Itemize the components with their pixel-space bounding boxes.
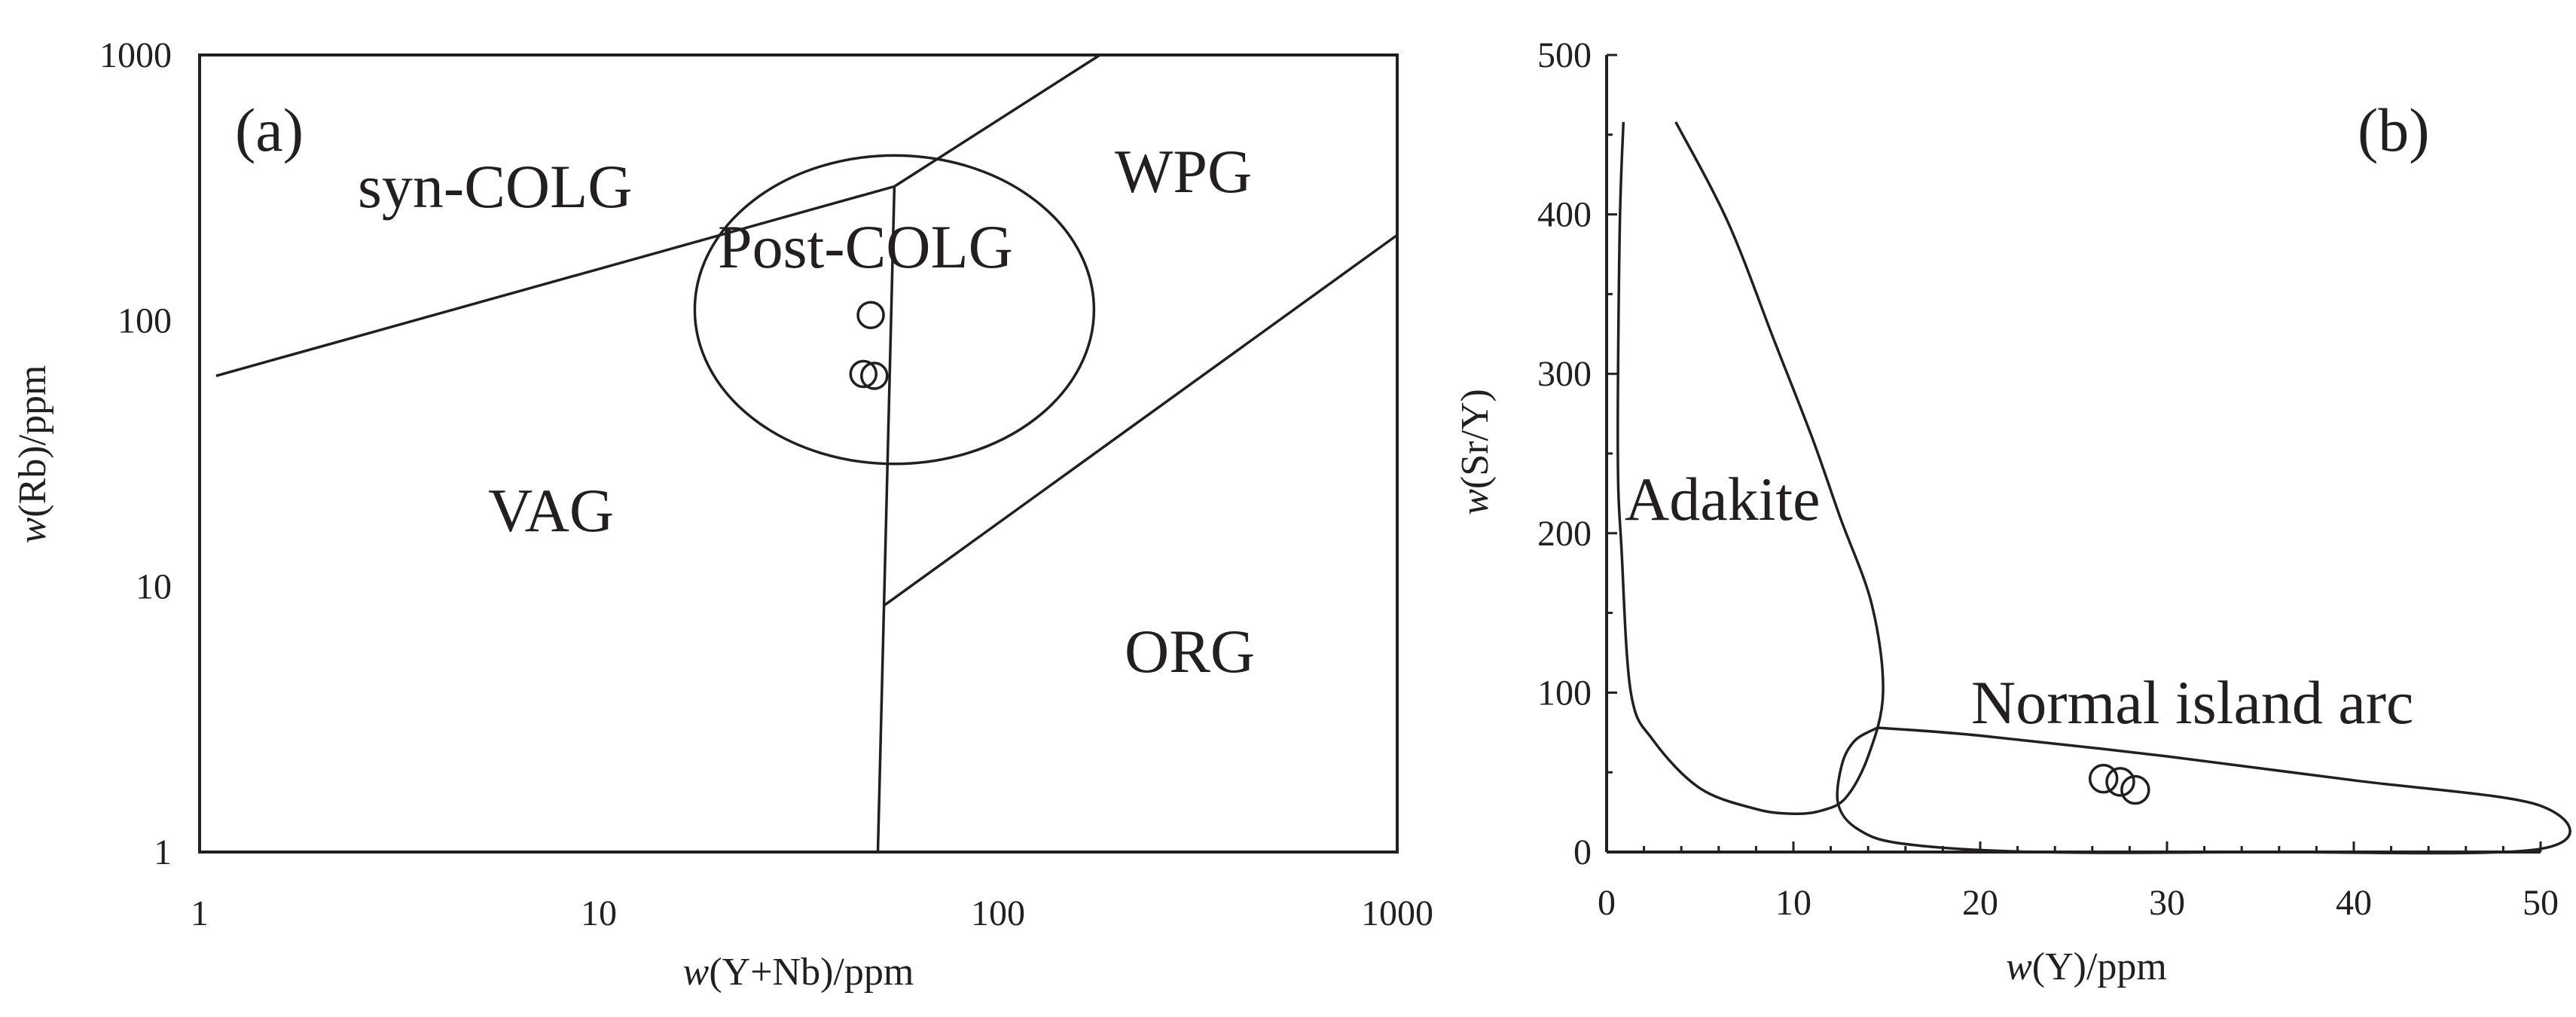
adakite-field-outline (1616, 121, 1885, 816)
panel-a-boundary-line (215, 185, 895, 377)
panel-b-label: (b) (2358, 96, 2430, 164)
panel-b-x-axis-title-italic: w (2006, 945, 2032, 988)
panel-a-x-axis-title-italic: w (683, 951, 710, 994)
panel-a-x-axis-title-rest: (Y+Nb)/ppm (709, 951, 914, 994)
panel-b-y-tick-label: 400 (1537, 195, 1592, 235)
panel-b-y-tick-label: 500 (1537, 35, 1592, 75)
panel-b-y-tick-label: 300 (1537, 354, 1592, 394)
field-label-post-colg: Post-COLG (718, 212, 1013, 281)
panel-a-y-tick-label: 10 (136, 567, 172, 606)
panel-a-x-tick-label: 1000 (1361, 893, 1433, 933)
panel-b-x-tick-label: 20 (1962, 883, 1998, 923)
panel-a-y-axis-title-rest: (Rb)/ppm (11, 365, 54, 518)
field-label-adakite: Adakite (1625, 465, 1821, 533)
panel-a-x-tick-label: 100 (971, 893, 1025, 933)
panel-b-y-axis-title-italic: w (1454, 489, 1497, 515)
panel-a-x-axis-title: w(Y+Nb)/ppm (683, 951, 914, 994)
panel-a-label: (a) (235, 96, 304, 164)
panel-a-boundary-line (876, 186, 896, 853)
panel-a-y-tick-label: 1000 (99, 35, 172, 75)
panel-a-y-axis-title-italic: w (11, 517, 54, 543)
panel-a-sample-point (856, 301, 885, 329)
panel-b-sample-point (2105, 767, 2135, 797)
panel-b-sample-point (2120, 774, 2150, 805)
panel-b-y-tick-label: 100 (1537, 673, 1592, 713)
panel-b-x-tick-label: 40 (2336, 883, 2372, 923)
panel-b-x-tick-label: 10 (1775, 883, 1811, 923)
panel-b-x-tick-label: 50 (2523, 883, 2559, 923)
panel-a-chart: 1 10 100 1000 1 10 100 1000 (a) syn-COLG Post-C… (11, 35, 1433, 994)
panel-a-plot-frame (198, 53, 1399, 854)
panel-a-sample-point (860, 362, 889, 390)
field-label-syn-colg: syn-COLG (358, 152, 632, 221)
panel-b-y-tick-label: 0 (1573, 832, 1592, 872)
panel-a-boundary-line (884, 234, 1399, 606)
panel-b-x-axis-title-rest: (Y)/ppm (2032, 945, 2167, 988)
panel-b-y-axis-title: w(Sr/Y) (1454, 389, 1497, 515)
panel-a-x-tick-label: 10 (581, 893, 617, 933)
panel-b-x-tick-label: 30 (2149, 883, 2185, 923)
panel-a-boundary-line (893, 53, 1101, 188)
panel-b-sample-point (2088, 763, 2119, 794)
post-colg-field-ellipse (693, 154, 1096, 466)
panel-b-y-tick-label: 200 (1537, 514, 1592, 554)
panel-b-y-axis-title-rest: (Sr/Y) (1454, 389, 1497, 489)
field-label-normal-island-arc: Normal island arc (1971, 668, 2413, 737)
panel-a-y-tick-label: 1 (154, 832, 172, 872)
panel-a-sample-point (849, 359, 878, 389)
panel-a-x-tick-label: 1 (191, 893, 209, 933)
panel-a-y-tick-label: 100 (118, 301, 172, 341)
panel-b-x-tick-label: 0 (1598, 883, 1616, 923)
panel-a-y-axis-title: w(Rb)/ppm (11, 365, 54, 544)
field-label-org: ORG (1125, 617, 1255, 686)
field-label-vag: VAG (488, 476, 614, 545)
panel-b-x-axis-title: w(Y)/ppm (2006, 945, 2167, 988)
normal-island-arc-field-outline (1836, 726, 2571, 855)
field-label-wpg: WPG (1115, 137, 1252, 206)
